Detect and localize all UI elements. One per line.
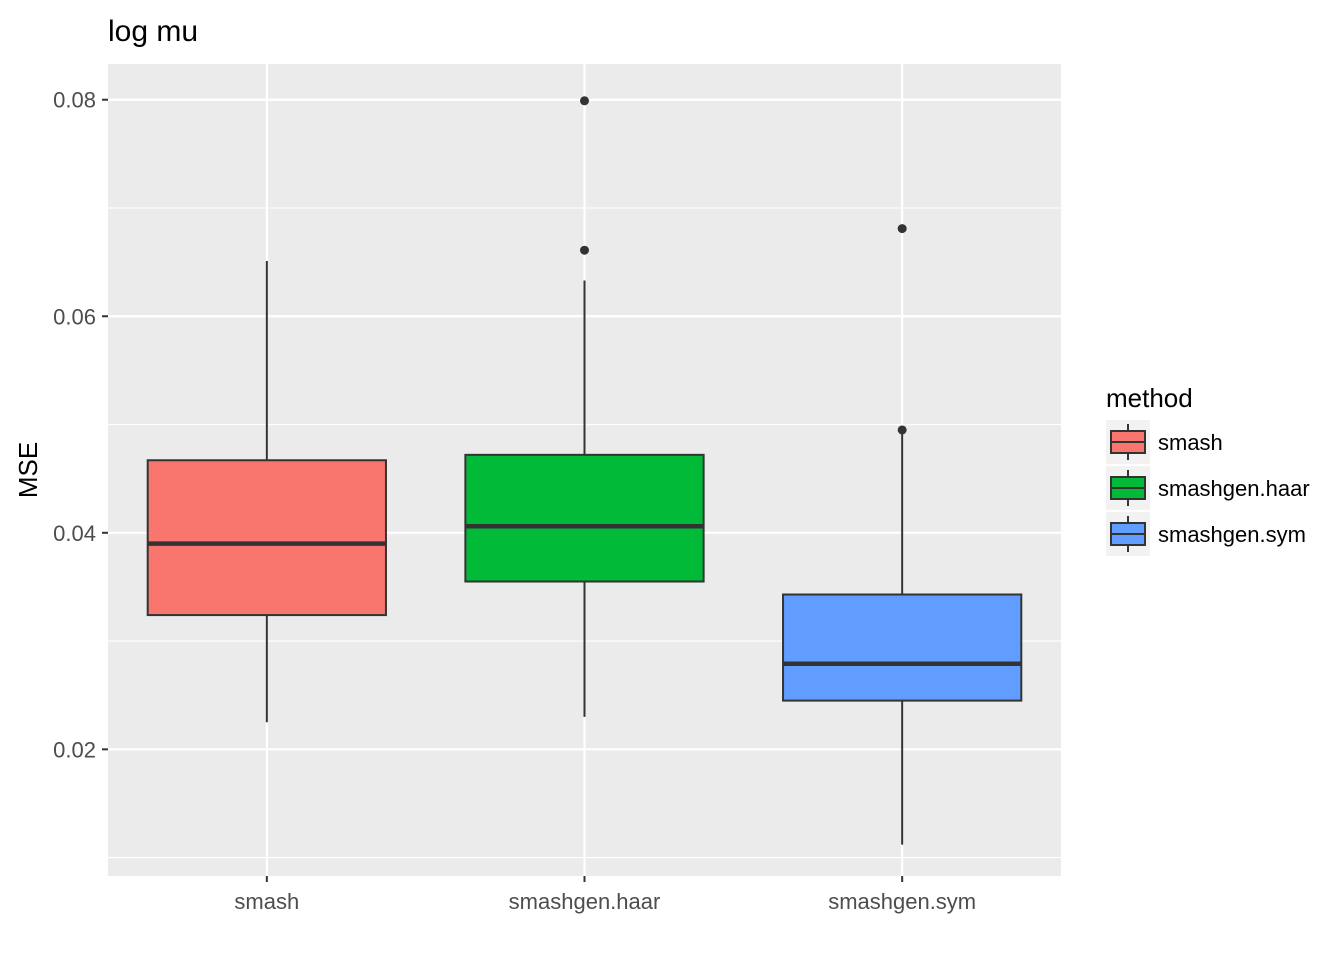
legend-entry-smash: smash [1106, 420, 1223, 464]
legend-label: smashgen.sym [1158, 522, 1306, 547]
x-tick-label: smash [234, 889, 299, 914]
box-body [782, 593, 1023, 702]
legend-label: smashgen.haar [1158, 476, 1310, 501]
chart-title: log mu [108, 15, 198, 48]
y-tick-label: 0.06 [53, 304, 96, 329]
y-tick-label: 0.08 [53, 88, 96, 113]
box-body [464, 453, 705, 583]
box-body [146, 459, 387, 617]
legend-entry-smashgen.sym: smashgen.sym [1106, 512, 1306, 556]
outlier-point [897, 224, 907, 234]
x-tick-label: smashgen.haar [509, 889, 661, 914]
y-tick-label: 0.04 [53, 521, 96, 546]
box-group-smashgen.haar [464, 96, 705, 717]
legend: method smash smashgen.haar smashgen.sym [1106, 383, 1310, 556]
outlier-point [897, 425, 907, 435]
x-tick-label: smashgen.sym [828, 889, 976, 914]
box-group-smashgen.sym [782, 224, 1023, 845]
y-tick-label: 0.02 [53, 737, 96, 762]
box-group-smash [146, 261, 387, 723]
y-axis-title: MSE [13, 442, 43, 498]
legend-label: smash [1158, 430, 1223, 455]
outlier-point [580, 245, 589, 255]
outlier-point [580, 96, 589, 106]
legend-title: method [1106, 383, 1193, 413]
boxes [146, 96, 1023, 845]
legend-entry-smashgen.haar: smashgen.haar [1106, 466, 1310, 510]
y-axis: 0.02 0.04 0.06 0.08 [53, 88, 108, 762]
x-axis: smash smashgen.haar smashgen.sym [234, 876, 976, 914]
